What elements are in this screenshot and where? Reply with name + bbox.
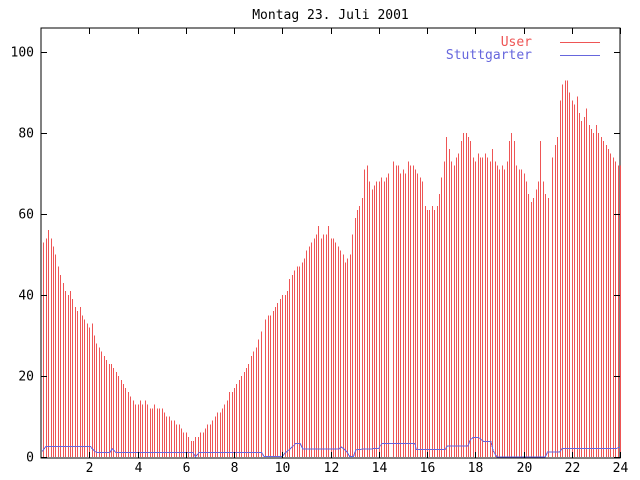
x-tick-label: 10 — [275, 461, 291, 476]
x-tick-label: 6 — [183, 461, 191, 476]
y-tick-label: 60 — [18, 208, 34, 223]
legend-stuttgarter-label: Stuttgarter — [445, 48, 532, 63]
legend-entry-stuttgarter: Stuttgarter — [0, 49, 610, 62]
chart-title: Montag 23. Juli 2001 — [252, 8, 409, 23]
x-tick-label: 2 — [86, 461, 94, 476]
legend-stuttgarter-line-sample — [560, 55, 600, 56]
x-tick-label: 20 — [517, 461, 533, 476]
y-tick-label: 100 — [11, 46, 34, 61]
x-tick-label: 22 — [565, 461, 581, 476]
legend-user-line-sample — [560, 42, 600, 43]
x-tick-label: 18 — [468, 461, 484, 476]
x-tick-label: 16 — [420, 461, 436, 476]
x-tick-label: 12 — [324, 461, 340, 476]
y-tick-label: 0 — [26, 451, 34, 466]
y-tick-label: 80 — [18, 127, 34, 142]
y-tick-label: 20 — [18, 370, 34, 385]
x-tick-label: 4 — [135, 461, 143, 476]
x-tick-label: 24 — [613, 461, 629, 476]
legend-entry-user: User — [0, 36, 610, 49]
stuttgarter-line — [41, 437, 620, 458]
y-tick-label: 40 — [18, 289, 34, 304]
x-tick-label: 8 — [231, 461, 239, 476]
x-tick-label: 14 — [372, 461, 388, 476]
legend-user-label: User — [500, 35, 532, 50]
